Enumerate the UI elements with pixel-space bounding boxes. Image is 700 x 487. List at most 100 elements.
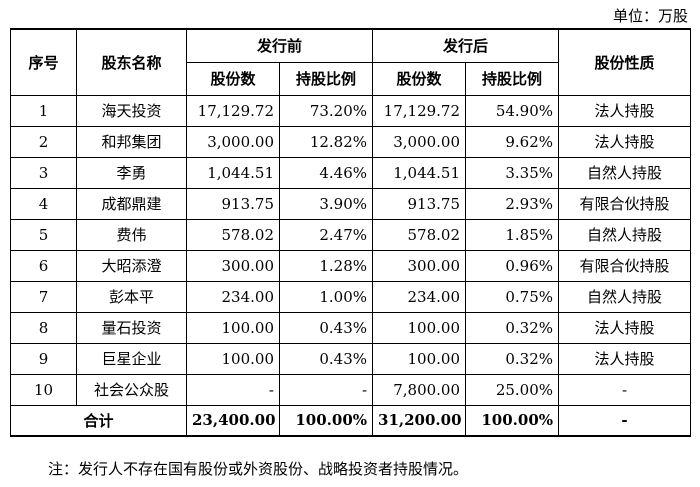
row-after-shares: 100.00	[372, 342, 467, 375]
row-before-shares: 913.75	[186, 187, 280, 220]
row-before-ratio: 1.28%	[278, 249, 374, 282]
row-before-shares: 234.00	[186, 280, 280, 313]
row-after-ratio: 0.96%	[465, 249, 560, 282]
row-name: 成都鼎建	[76, 187, 187, 220]
row-nature: 有限合伙持股	[558, 249, 692, 282]
header-name: 股东名称	[76, 28, 187, 96]
row-index: 5	[10, 218, 77, 251]
row-after-ratio: 0.32%	[465, 311, 560, 344]
table-row: 4 成都鼎建 913.75 3.90% 913.75 2.93% 有限合伙持股	[10, 187, 692, 220]
row-after-shares: 7,800.00	[372, 373, 467, 406]
row-index: 8	[10, 311, 77, 344]
row-after-shares: 1,044.51	[372, 156, 467, 189]
unit-label: 单位：万股	[612, 7, 688, 25]
row-name: 巨星企业	[76, 342, 187, 375]
row-before-ratio: 1.00%	[278, 280, 374, 313]
row-before-ratio: 0.43%	[278, 311, 374, 344]
row-before-shares: 1,044.51	[186, 156, 280, 189]
row-before-shares: 100.00	[186, 311, 280, 344]
row-after-shares: 17,129.72	[372, 94, 467, 127]
header-before: 发行前	[185, 28, 374, 63]
row-nature: 法人持股	[558, 311, 692, 344]
row-nature: 法人持股	[558, 125, 692, 158]
row-index: 7	[10, 280, 77, 313]
total-nature: -	[558, 404, 692, 437]
row-index: 3	[10, 156, 77, 189]
row-before-ratio: 4.46%	[278, 156, 374, 189]
row-after-ratio: 9.62%	[465, 125, 560, 158]
row-name: 海天投资	[76, 94, 187, 127]
total-before-ratio: 100.00%	[278, 404, 374, 437]
row-after-ratio: 0.75%	[465, 280, 560, 313]
row-before-shares: 578.02	[186, 218, 280, 251]
row-after-ratio: 0.32%	[465, 342, 560, 375]
row-after-shares: 234.00	[372, 280, 467, 313]
row-after-ratio: 3.35%	[465, 156, 560, 189]
table-row: 10 社会公众股 - - 7,800.00 25.00% -	[10, 373, 692, 406]
row-before-shares: -	[186, 373, 280, 406]
row-after-ratio: 1.85%	[465, 218, 560, 251]
table-row: 1 海天投资 17,129.72 73.20% 17,129.72 54.90%…	[10, 94, 692, 127]
total-label: 合计	[10, 404, 187, 437]
row-nature: 自然人持股	[558, 218, 692, 251]
header-after: 发行后	[372, 28, 560, 63]
row-index: 10	[10, 373, 77, 406]
row-after-shares: 913.75	[372, 187, 467, 220]
table-row: 3 李勇 1,044.51 4.46% 1,044.51 3.35% 自然人持股	[10, 156, 692, 189]
row-index: 4	[10, 187, 77, 220]
shareholder-table: 序号 股东名称 发行前 发行后 股份性质 股份数 持股比例 股份数 持股比例 1…	[10, 28, 692, 437]
row-before-shares: 100.00	[186, 342, 280, 375]
row-name: 大昭添澄	[76, 249, 187, 282]
header-row-2: 股份数 持股比例 股份数 持股比例	[11, 61, 691, 96]
row-after-ratio: 2.93%	[465, 187, 560, 220]
row-name: 李勇	[76, 156, 187, 189]
total-after-ratio: 100.00%	[465, 404, 560, 437]
table-row: 9 巨星企业 100.00 0.43% 100.00 0.32% 法人持股	[10, 342, 692, 375]
row-after-shares: 300.00	[372, 249, 467, 282]
row-nature: 法人持股	[558, 342, 692, 375]
total-row: 合计 23,400.00 100.00% 31,200.00 100.00% -	[10, 404, 692, 437]
row-name: 社会公众股	[76, 373, 187, 406]
row-after-shares: 100.00	[372, 311, 467, 344]
table-note: 注：发行人不存在国有股份或外资股份、战略投资者持股情况。	[48, 460, 469, 478]
row-before-shares: 3,000.00	[186, 125, 280, 158]
table-row: 8 量石投资 100.00 0.43% 100.00 0.32% 法人持股	[10, 311, 692, 344]
header-index: 序号	[10, 28, 77, 96]
row-before-ratio: -	[278, 373, 374, 406]
row-before-ratio: 2.47%	[278, 218, 374, 251]
row-index: 9	[10, 342, 77, 375]
header-nature: 股份性质	[558, 28, 692, 96]
header-before-shares: 股份数	[186, 61, 280, 96]
header-row-1: 序号 股东名称 发行前 发行后 股份性质	[10, 28, 692, 96]
table-row: 6 大昭添澄 300.00 1.28% 300.00 0.96% 有限合伙持股	[10, 249, 692, 282]
row-index: 1	[10, 94, 77, 127]
row-after-shares: 578.02	[372, 218, 467, 251]
total-before-shares: 23,400.00	[186, 404, 280, 437]
row-nature: -	[558, 373, 692, 406]
row-index: 2	[10, 125, 77, 158]
row-name: 费伟	[76, 218, 187, 251]
row-nature: 法人持股	[558, 94, 692, 127]
row-before-ratio: 73.20%	[278, 94, 374, 127]
row-nature: 自然人持股	[558, 280, 692, 313]
row-after-ratio: 54.90%	[465, 94, 560, 127]
header-before-ratio: 持股比例	[278, 61, 374, 96]
total-after-shares: 31,200.00	[372, 404, 467, 437]
row-after-shares: 3,000.00	[372, 125, 467, 158]
header-after-ratio: 持股比例	[465, 61, 560, 96]
row-after-ratio: 25.00%	[465, 373, 560, 406]
row-before-ratio: 0.43%	[278, 342, 374, 375]
row-nature: 有限合伙持股	[558, 187, 692, 220]
row-before-shares: 17,129.72	[186, 94, 280, 127]
header-after-shares: 股份数	[372, 61, 467, 96]
row-name: 和邦集团	[76, 125, 187, 158]
table-row: 2 和邦集团 3,000.00 12.82% 3,000.00 9.62% 法人…	[10, 125, 692, 158]
row-index: 6	[10, 249, 77, 282]
row-nature: 自然人持股	[558, 156, 692, 189]
table-row: 7 彭本平 234.00 1.00% 234.00 0.75% 自然人持股	[10, 280, 692, 313]
row-before-ratio: 12.82%	[278, 125, 374, 158]
row-name: 量石投资	[76, 311, 187, 344]
row-before-shares: 300.00	[186, 249, 280, 282]
row-name: 彭本平	[76, 280, 187, 313]
row-before-ratio: 3.90%	[278, 187, 374, 220]
